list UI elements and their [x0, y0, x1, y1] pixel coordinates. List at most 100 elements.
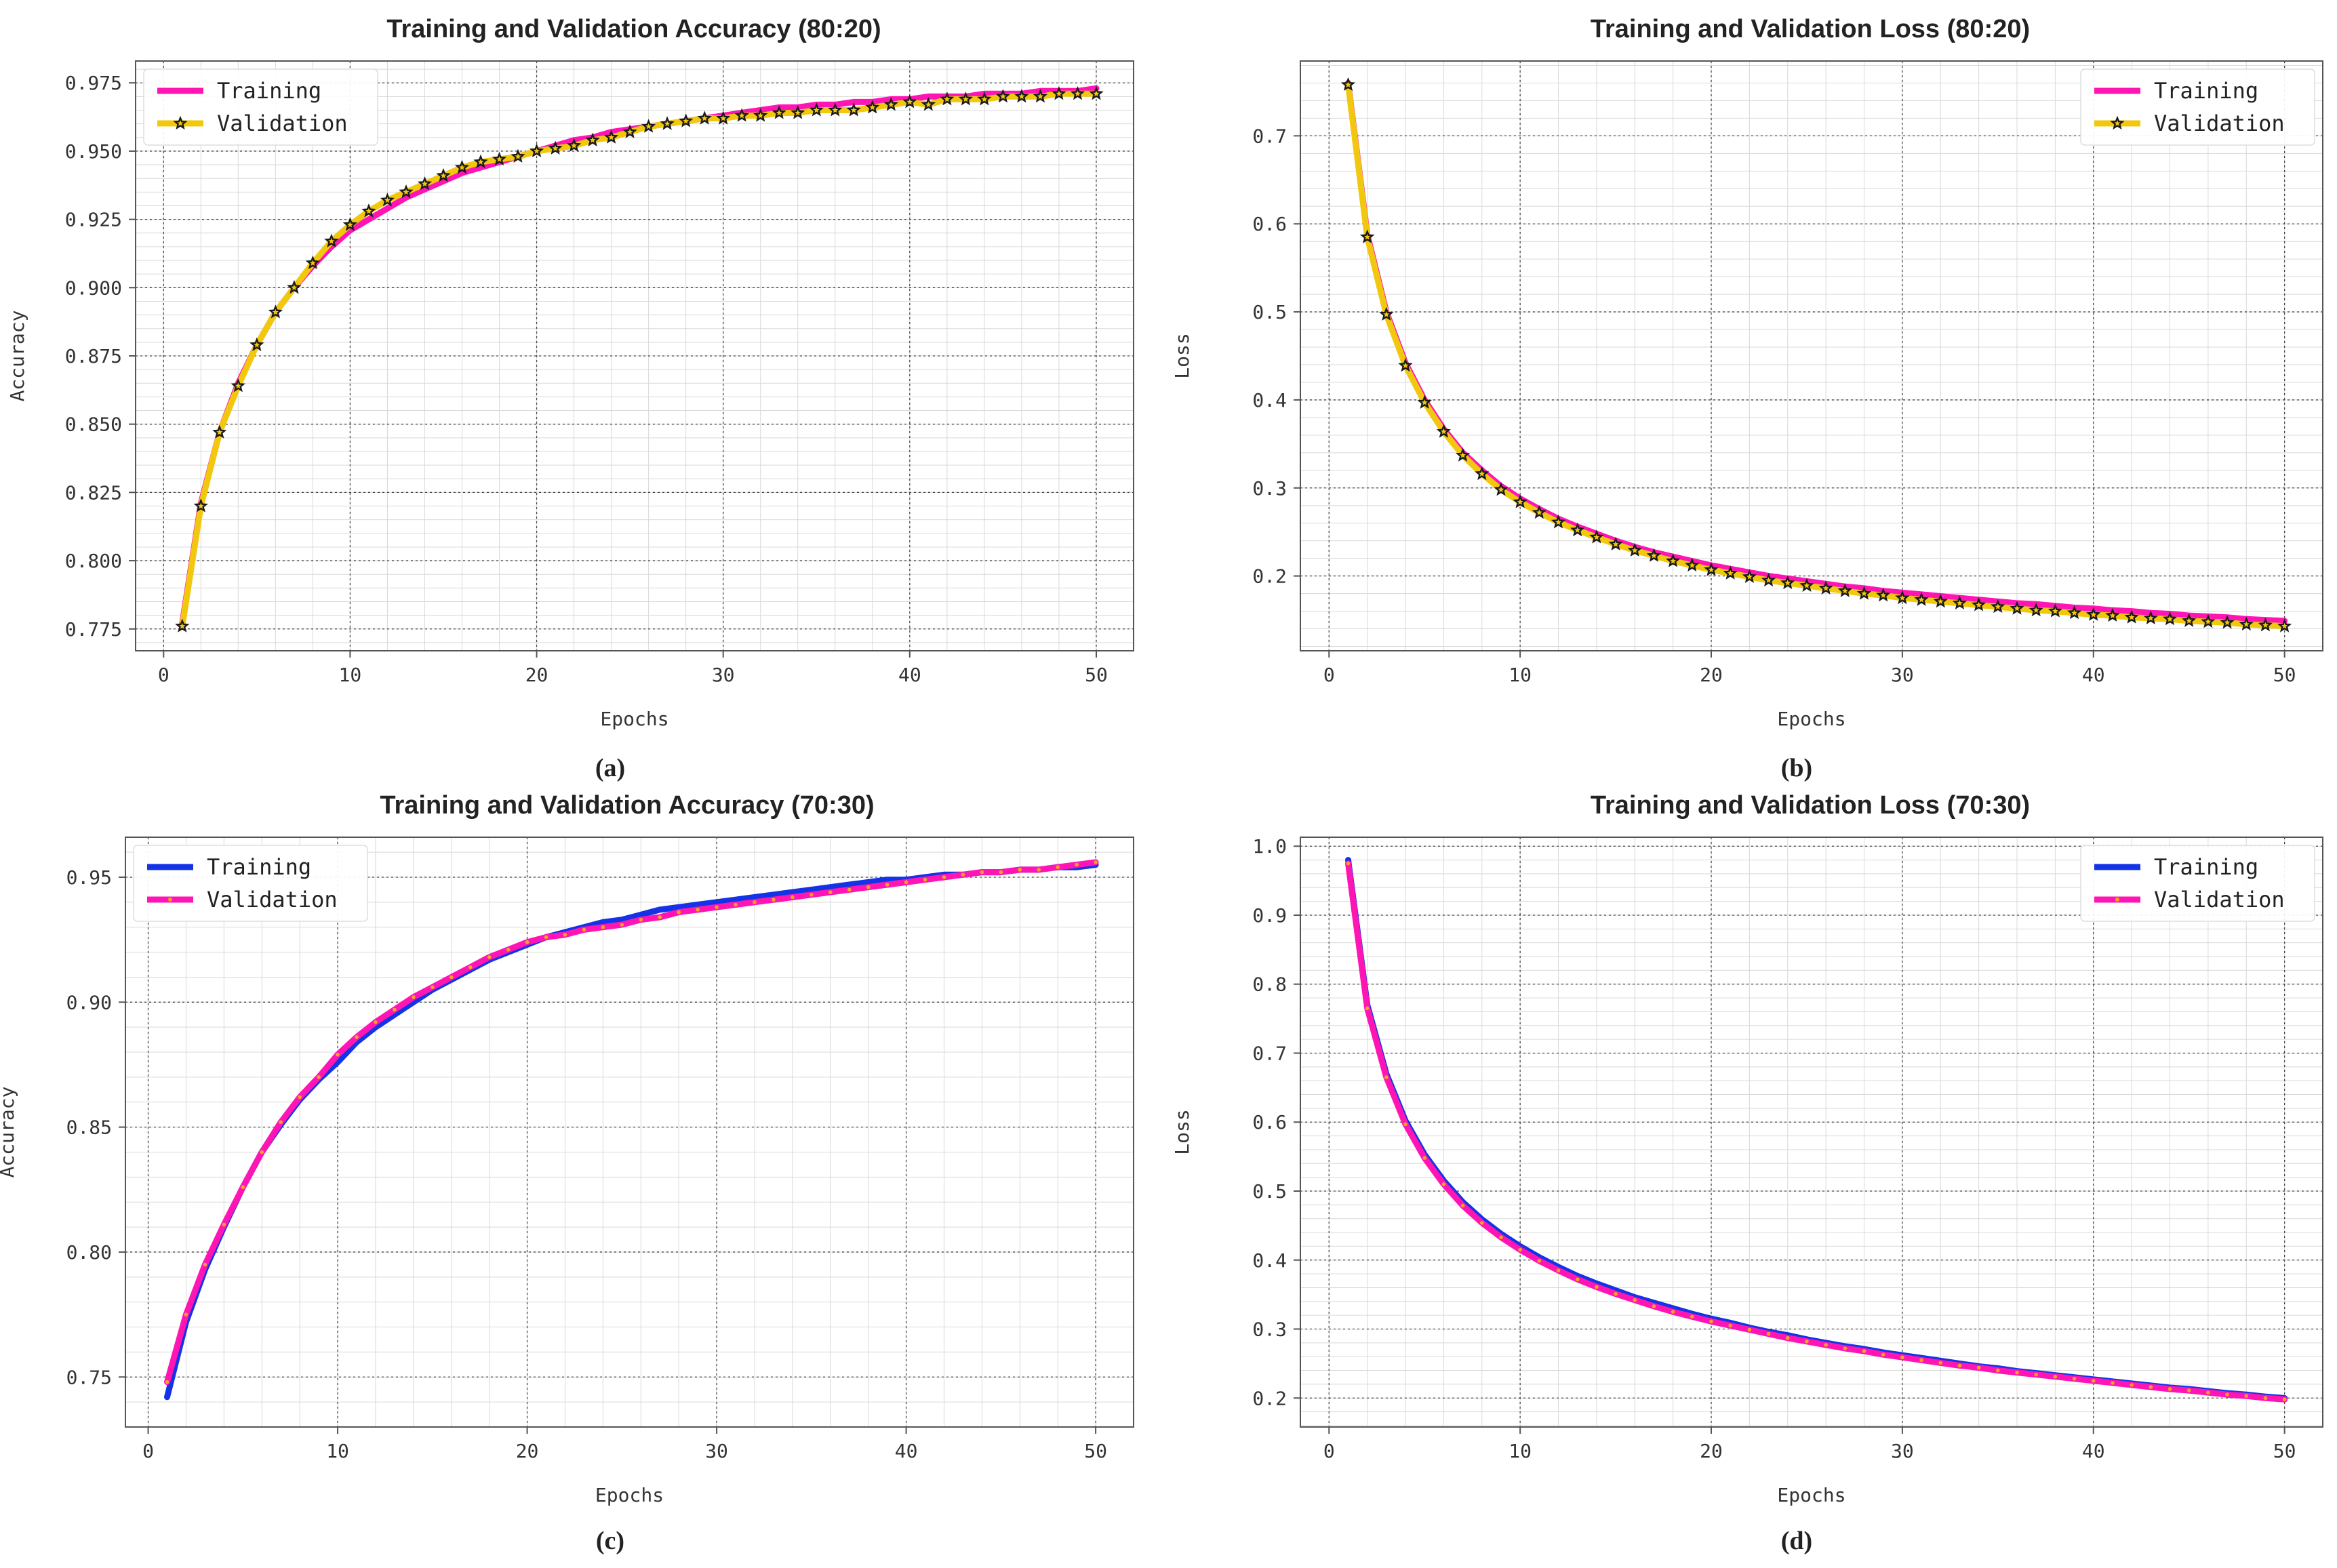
data-point	[2015, 1370, 2019, 1375]
y-tick-label: 0.7	[1252, 1042, 1287, 1064]
series-line-validation	[179, 90, 1100, 630]
data-point	[2029, 603, 2043, 617]
data-point	[324, 233, 339, 247]
data-point	[1723, 565, 1738, 580]
y-tick-label: 0.900	[65, 277, 122, 299]
data-point	[249, 337, 264, 352]
data-point	[1991, 599, 2005, 614]
data-point	[622, 124, 637, 138]
data-point	[1875, 587, 1891, 602]
data-point	[1895, 590, 1910, 605]
data-point	[342, 217, 358, 231]
data-point	[790, 105, 805, 119]
x-tick-label: 30	[712, 664, 735, 686]
data-point	[2186, 1388, 2191, 1392]
grid	[1300, 61, 2323, 651]
data-point	[828, 890, 833, 894]
legend-marker	[168, 898, 172, 902]
data-point	[417, 176, 433, 190]
x-tick-label: 20	[516, 1440, 539, 1462]
data-point	[1018, 868, 1022, 872]
data-point	[791, 895, 795, 900]
data-point	[1570, 522, 1585, 537]
data-point	[1976, 1365, 1981, 1370]
data-point	[1914, 592, 1929, 606]
data-point	[828, 102, 843, 117]
data-point	[1824, 1343, 1828, 1347]
data-point	[529, 143, 544, 158]
data-point	[566, 138, 582, 152]
data-point	[1633, 1298, 1637, 1302]
legend-label-training: Training	[217, 78, 321, 104]
chart-title: Training and Validation Accuracy (80:20)	[386, 15, 881, 43]
data-point	[1532, 504, 1546, 519]
y-tick-label: 0.975	[65, 72, 122, 94]
data-point	[1856, 586, 1872, 600]
data-point	[1422, 1156, 1427, 1160]
data-point	[241, 1185, 245, 1189]
legend-label-training: Training	[2154, 854, 2258, 880]
data-point	[1575, 1277, 1580, 1282]
data-point	[1709, 1319, 1713, 1324]
y-tick-label: 0.2	[1252, 1387, 1287, 1409]
axis-ticks: 0 10 20 30 40 50 0.2 0.3 0.4 0.5 0.6 0.7 0.8 0.9 1.0	[1252, 835, 2296, 1462]
x-tick-label: 40	[895, 1440, 918, 1462]
data-point	[677, 910, 681, 914]
data-point	[374, 1020, 378, 1024]
y-axis-label: Accuracy	[6, 310, 28, 402]
data-point	[231, 378, 245, 393]
data-point	[305, 255, 321, 270]
data-point	[548, 140, 563, 155]
data-point	[942, 875, 946, 879]
data-point	[193, 498, 209, 512]
data-point	[2277, 618, 2292, 632]
series-training	[164, 862, 1099, 1401]
data-point	[473, 154, 488, 169]
data-point	[487, 955, 492, 959]
x-tick-label: 10	[1509, 664, 1532, 686]
y-axis-label: Loss	[1171, 333, 1193, 378]
chart-panel-b: 0 10 20 30 40 50 0.2 0.3 0.4 0.5 0.6 0.7 Epochs Loss T…	[1171, 15, 2323, 782]
series-validation	[1340, 77, 2292, 632]
data-point	[1919, 1358, 1923, 1363]
data-point	[2130, 1383, 2134, 1387]
data-point	[203, 1262, 207, 1267]
y-tick-label: 0.75	[66, 1366, 112, 1388]
data-point	[1436, 424, 1452, 438]
data-point	[1359, 229, 1375, 243]
y-tick-label: 0.6	[1252, 213, 1287, 235]
x-tick-label: 0	[142, 1440, 154, 1462]
data-point	[883, 97, 899, 111]
y-tick-label: 0.5	[1252, 301, 1287, 323]
data-point	[697, 110, 712, 125]
data-point	[2072, 1376, 2077, 1381]
data-point	[2168, 1387, 2172, 1391]
data-point	[1479, 1221, 1484, 1225]
y-tick-label: 0.3	[1252, 477, 1287, 500]
data-point	[279, 1120, 283, 1125]
x-axis-label: Epochs	[595, 1484, 664, 1506]
data-point	[1665, 553, 1681, 567]
x-tick-label: 20	[525, 664, 548, 686]
data-point	[1627, 542, 1642, 557]
chart-panel-d: 0 10 20 30 40 50 0.2 0.3 0.4 0.5 0.6 0.7 0.8 0.9 1.0 Ep…	[1171, 791, 2323, 1555]
data-point	[772, 898, 776, 902]
series-line-validation	[1345, 81, 2288, 630]
data-point	[1417, 395, 1432, 409]
data-point	[585, 132, 600, 146]
data-point	[1494, 482, 1509, 496]
data-point	[1900, 1355, 1904, 1360]
data-point	[1785, 1335, 1790, 1340]
legend-label-validation: Validation	[2154, 887, 2285, 912]
data-point	[563, 932, 567, 937]
data-point	[511, 148, 525, 163]
data-point	[753, 108, 768, 122]
x-tick-label: 0	[1323, 664, 1335, 686]
data-point	[1365, 1006, 1370, 1011]
legend-marker	[173, 115, 188, 130]
y-tick-label: 0.2	[1252, 565, 1287, 588]
data-point	[961, 872, 965, 877]
data-point	[601, 925, 605, 929]
chart-panel-a: 0 10 20 30 40 50 0.775 0.800 0.825 0.850 0.875 0.90…	[6, 15, 1134, 782]
data-point	[865, 100, 880, 114]
